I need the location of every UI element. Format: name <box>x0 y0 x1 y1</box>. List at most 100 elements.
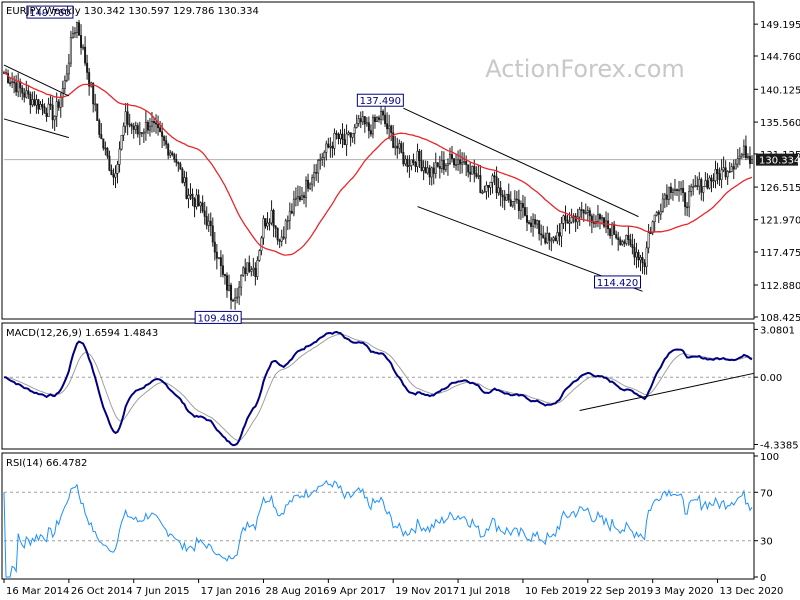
candle-body <box>309 183 312 189</box>
candle-body <box>242 267 245 276</box>
candle-body <box>499 187 502 196</box>
candle-body <box>720 169 723 180</box>
x-tick-label: 7 Jun 2015 <box>136 586 190 597</box>
candle-body <box>363 116 366 125</box>
candle-body <box>611 223 614 236</box>
candle-body <box>665 194 668 200</box>
candle-body <box>315 172 318 174</box>
price-y-tick-label: 117.475 <box>760 248 800 259</box>
candle-body <box>631 244 634 248</box>
candle-body <box>25 90 28 98</box>
candle-body <box>169 152 172 156</box>
candle-body <box>422 167 425 171</box>
candle-body <box>692 186 695 188</box>
candle-body <box>540 233 543 236</box>
candle-body <box>400 143 403 153</box>
price-y-tick-label: 135.560 <box>760 118 800 129</box>
candle-body <box>246 262 249 274</box>
candle-body <box>94 103 97 106</box>
candle-body <box>258 250 261 261</box>
candle-body <box>501 194 504 198</box>
candle-body <box>680 187 683 191</box>
candle-body <box>75 22 78 33</box>
candle-body <box>270 210 273 224</box>
candle-body <box>288 210 291 221</box>
candle-body <box>442 160 445 170</box>
candle-body <box>546 232 549 244</box>
candle-body <box>55 101 58 117</box>
macd-y-tick-label: 0.00 <box>760 373 782 384</box>
candle-body <box>436 162 439 167</box>
candle-body <box>404 158 407 165</box>
candle-body <box>582 209 585 214</box>
candle-body <box>286 219 289 222</box>
candle-body <box>232 299 235 302</box>
price-label: 149.760 <box>29 8 70 19</box>
candle-body <box>493 175 496 178</box>
candle-body <box>199 202 202 207</box>
candle-body <box>382 111 385 116</box>
candle-body <box>195 194 198 208</box>
candle-body <box>653 214 656 223</box>
rsi-y-tick-label: 70 <box>760 488 773 499</box>
candle-body <box>136 125 139 135</box>
candle-body <box>576 216 579 223</box>
candle-body <box>142 131 145 134</box>
candle-body <box>682 187 685 193</box>
x-tick-label: 1 Jul 2018 <box>460 586 510 597</box>
candle-body <box>722 167 725 171</box>
candle-body <box>118 148 121 165</box>
candle-body <box>675 189 678 191</box>
candle-body <box>371 117 374 135</box>
candle-body <box>388 125 391 130</box>
candle-body <box>615 234 618 239</box>
candle-body <box>521 203 524 208</box>
candle-body <box>716 168 719 174</box>
candle-body <box>317 160 320 174</box>
rsi-panel-title: RSI(14) 66.4782 <box>6 458 87 469</box>
candle-body <box>351 133 354 138</box>
candle-body <box>319 159 322 161</box>
candle-body <box>639 257 642 261</box>
candle-body <box>459 159 462 165</box>
candle-body <box>523 207 526 216</box>
candle-body <box>11 81 14 84</box>
candle-body <box>544 237 547 244</box>
x-tick-label: 16 Mar 2014 <box>6 586 69 597</box>
candle-body <box>282 236 285 239</box>
price-y-tick-label: 126.515 <box>760 183 800 194</box>
candle-body <box>292 198 295 214</box>
candle-body <box>525 215 528 223</box>
candle-body <box>303 195 306 198</box>
candle-body <box>78 22 81 36</box>
candle-body <box>329 145 332 148</box>
candle-body <box>481 191 484 194</box>
candle-body <box>617 237 620 241</box>
candle-body <box>144 121 147 133</box>
candle-body <box>384 114 387 124</box>
candle-body <box>294 197 297 200</box>
candle-body <box>217 257 220 259</box>
candle-body <box>197 194 200 207</box>
candle-body <box>390 125 393 134</box>
candle-body <box>7 73 10 83</box>
candle-body <box>536 220 539 225</box>
candle-body <box>47 103 50 118</box>
candle-body <box>438 166 441 169</box>
candle-body <box>392 132 395 148</box>
candle-body <box>396 145 399 149</box>
candle-body <box>598 214 601 220</box>
sma-line <box>3 71 753 256</box>
candle-body <box>485 185 488 192</box>
candle-body <box>655 212 658 216</box>
candle-body <box>132 125 135 130</box>
candle-body <box>268 222 271 225</box>
candle-body <box>298 196 301 201</box>
candle-body <box>503 196 506 201</box>
candle-body <box>580 209 583 211</box>
x-tick-label: 10 Feb 2019 <box>525 586 587 597</box>
candle-body <box>31 99 34 106</box>
candle-body <box>221 265 224 275</box>
candle-body <box>742 145 745 155</box>
